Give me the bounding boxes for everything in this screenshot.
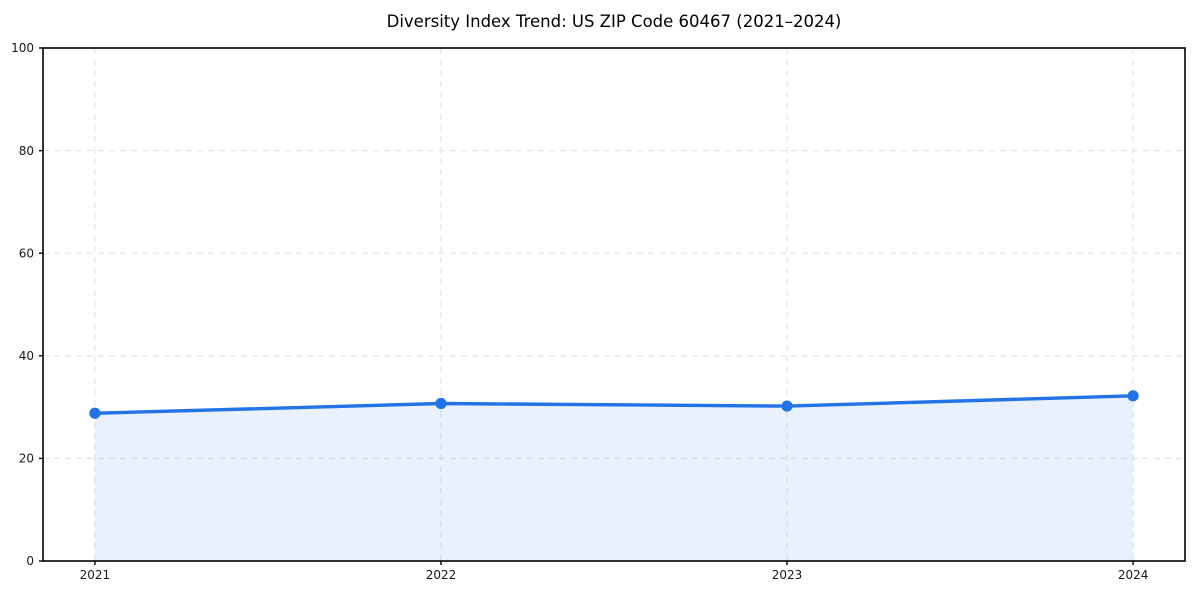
y-tick-label: 80 [19,144,34,158]
x-tick-label: 2023 [772,568,803,582]
chart-title: Diversity Index Trend: US ZIP Code 60467… [386,12,842,31]
y-tick-label: 40 [19,349,34,363]
y-tick-label: 20 [19,452,34,466]
plot-border [42,47,1186,562]
trend-line [93,394,1135,415]
y-tick-label: 60 [19,246,34,260]
x-tick-label: 2021 [80,568,111,582]
area-fill [94,395,1134,561]
y-tick-label: 100 [11,41,34,55]
data-point-2022 [435,397,447,410]
x-tick-label: 2022 [426,568,457,582]
data-point-2021 [89,407,101,419]
y-tick-label: 0 [26,554,34,568]
data-point-2024 [1127,390,1139,402]
data-point-2023 [781,400,793,412]
x-tick-label: 2024 [1118,568,1149,582]
